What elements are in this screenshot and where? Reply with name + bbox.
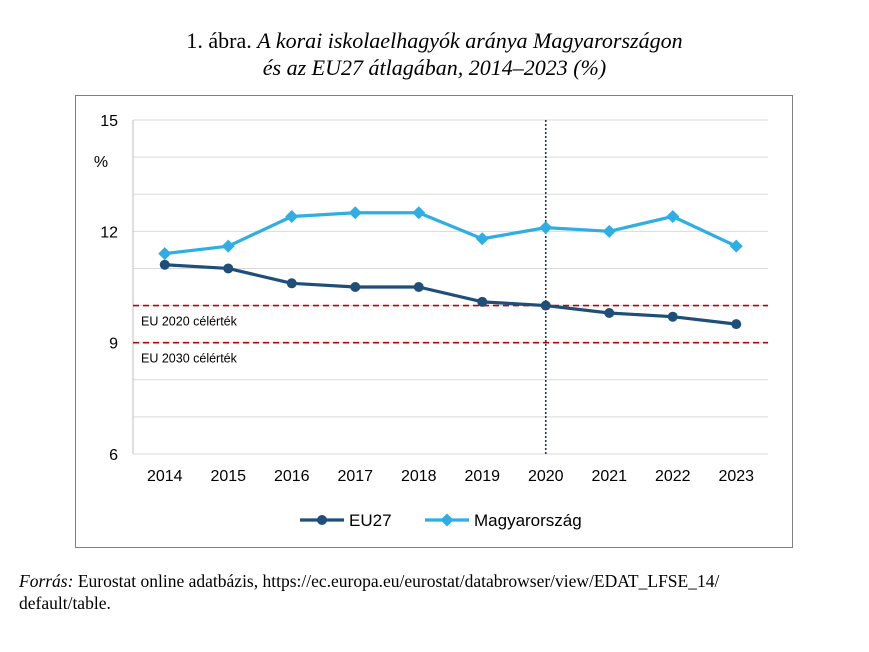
line-chart: 15 12 9 6% 2014 2015 2016 2017 2018 2019 2020 2021 2…	[94, 113, 768, 530]
x-tick-label: 2014	[147, 468, 183, 485]
legend-marker	[440, 513, 454, 527]
chart-frame	[75, 95, 793, 548]
data-point	[729, 239, 743, 253]
data-point	[477, 296, 488, 307]
figure-number: 1. ábra.	[186, 28, 252, 53]
y-tick-label: 6	[109, 447, 118, 464]
legend-marker	[317, 515, 327, 525]
reference-line-label: EU 2020 célérték	[141, 315, 238, 329]
legend-label: Magyarország	[474, 511, 582, 530]
source-text-2: default/table.	[19, 593, 111, 613]
legend-label: EU27	[349, 511, 392, 530]
data-point	[348, 206, 362, 220]
y-axis-label: %	[94, 154, 108, 171]
x-tick-label: 2020	[528, 468, 564, 485]
x-tick-label: 2021	[591, 468, 627, 485]
source-text: Eurostat online adatbázis, https://ec.eu…	[77, 571, 720, 591]
data-point	[540, 300, 551, 311]
x-tick-label: 2023	[718, 468, 754, 485]
source-label: Forrás:	[19, 571, 74, 591]
x-tick-label: 2019	[464, 468, 500, 485]
data-point	[413, 282, 424, 292]
reference-line-label: EU 2030 célérték	[141, 352, 238, 366]
x-tick-label: 2018	[401, 468, 437, 485]
data-point	[412, 206, 426, 220]
data-point	[666, 209, 680, 223]
chart-title: 1. ábra. A korai iskolaelhagyók aránya M…	[0, 27, 869, 81]
y-tick-label: 12	[100, 224, 118, 241]
x-tick-label: 2015	[210, 468, 246, 485]
title-text-line-1: A korai iskolaelhagyók aránya Magyarorsz…	[257, 28, 683, 53]
source-note: Forrás: Eurostat online adatbázis, https…	[19, 570, 859, 614]
data-point	[604, 307, 615, 318]
x-tick-label: 2016	[274, 468, 310, 485]
data-point	[221, 239, 235, 253]
data-point	[285, 209, 299, 223]
x-tick-label: 2017	[337, 468, 373, 485]
data-point	[223, 263, 234, 274]
data-point	[350, 282, 361, 292]
data-point	[731, 319, 742, 330]
x-tick-label: 2022	[655, 468, 691, 485]
data-point	[667, 311, 678, 322]
data-point	[475, 232, 489, 246]
data-point	[602, 224, 616, 238]
series-line-2	[164, 211, 737, 256]
data-point	[286, 278, 297, 289]
title-line-1: 1. ábra. A korai iskolaelhagyók aránya M…	[0, 27, 869, 54]
data-point	[539, 221, 553, 235]
series-line-1	[164, 263, 737, 326]
y-tick-label: 9	[109, 336, 118, 353]
data-point	[159, 259, 170, 270]
y-tick-label: 15	[100, 113, 118, 130]
data-point	[158, 247, 172, 261]
title-text-line-2: és az EU27 átlagában, 2014–2023 (%)	[262, 55, 607, 80]
